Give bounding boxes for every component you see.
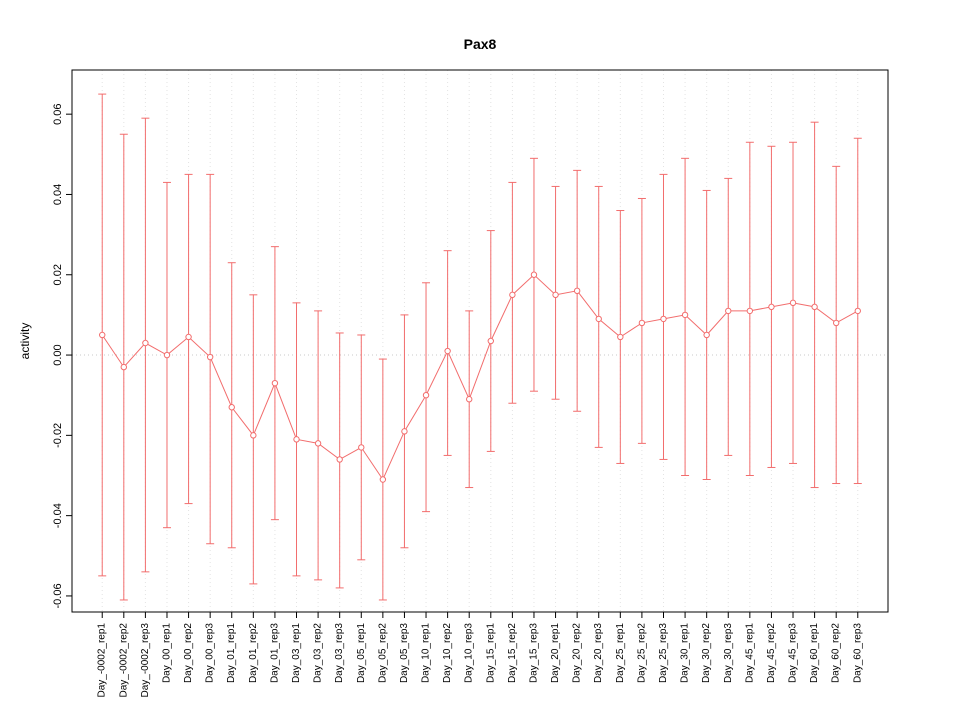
- x-tick-label: Day_-0002_rep1: [97, 623, 108, 698]
- x-tick-label: Day_03_rep2: [313, 623, 324, 683]
- data-point: [768, 303, 775, 311]
- data-point: [358, 444, 365, 451]
- x-tick-label: Day_00_rep2: [183, 623, 194, 683]
- data-point: [681, 311, 689, 319]
- chart-title: Pax8: [463, 36, 497, 52]
- x-tick-label: Day_45_rep2: [766, 623, 777, 683]
- x-tick-label: Day_05_rep1: [356, 623, 367, 683]
- data-point: [487, 337, 494, 345]
- x-tick-label: Day_-0002_rep3: [140, 623, 151, 698]
- data-point: [206, 353, 214, 361]
- x-tick-label: Day_05_rep3: [399, 623, 410, 683]
- data-point: [444, 347, 451, 355]
- x-tick-label: Day_01_rep1: [226, 623, 237, 683]
- x-tick-label: Day_03_rep3: [334, 623, 345, 683]
- x-tick-label: Day_45_rep3: [788, 623, 799, 683]
- data-point: [422, 392, 430, 399]
- data-point: [638, 319, 646, 327]
- data-point: [163, 351, 171, 359]
- x-tick-label: Day_60_rep1: [809, 623, 820, 683]
- x-tick-label: Day_45_rep1: [744, 623, 755, 683]
- x-tick-label: Day_30_rep3: [723, 623, 734, 683]
- data-point: [336, 456, 343, 463]
- data-point: [660, 315, 667, 323]
- data-point: [617, 333, 624, 341]
- x-tick-label: Day_15_rep1: [485, 623, 496, 683]
- x-tick-label: Day_20_rep3: [593, 623, 604, 683]
- data-point: [573, 287, 581, 295]
- x-tick-label: Day_00_rep3: [205, 623, 216, 683]
- data-point: [379, 476, 387, 483]
- y-tick-label: -0.04: [52, 503, 64, 528]
- x-tick-label: Day_10_rep1: [421, 623, 432, 683]
- data-point: [293, 436, 300, 443]
- x-tick-label: Day_10_rep3: [464, 623, 475, 683]
- y-tick-label: 0.04: [52, 184, 64, 205]
- data-point: [530, 271, 538, 278]
- x-tick-label: Day_30_rep1: [680, 623, 691, 683]
- data-point: [401, 428, 408, 435]
- data-point: [509, 291, 516, 299]
- data-point: [228, 404, 235, 411]
- plot-border: [71, 69, 889, 613]
- y-tick-label: 0.06: [52, 103, 64, 124]
- data-point: [120, 363, 128, 371]
- y-tick-label: 0.00: [52, 344, 64, 365]
- x-tick-label: Day_01_rep3: [269, 623, 280, 683]
- x-tick-label: Day_05_rep2: [377, 623, 388, 683]
- data-point: [725, 307, 732, 315]
- x-tick-label: Day_20_rep1: [550, 623, 561, 683]
- data-point: [250, 432, 257, 439]
- x-tick-label: Day_25_rep1: [615, 623, 626, 683]
- x-tick-label: Day_30_rep2: [701, 623, 712, 683]
- x-tick-label: Day_-0002_rep2: [118, 623, 129, 698]
- x-tick-label: Day_60_rep2: [831, 623, 842, 683]
- data-point: [271, 379, 279, 387]
- data-point: [854, 307, 861, 315]
- x-tick-label: Day_15_rep2: [507, 623, 518, 683]
- x-tick-label: Day_03_rep1: [291, 623, 302, 683]
- data-point: [703, 331, 710, 339]
- x-tick-label: Day_00_rep1: [161, 623, 172, 683]
- data-point: [789, 299, 797, 307]
- series-line: [101, 274, 859, 481]
- data-point: [466, 396, 473, 403]
- x-tick-label: Day_25_rep3: [658, 623, 669, 683]
- data-point: [595, 315, 602, 323]
- data-point: [142, 339, 149, 347]
- y-tick-label: -0.02: [52, 423, 64, 448]
- x-tick-label: Day_15_rep3: [528, 623, 539, 683]
- y-tick-label: -0.06: [52, 583, 64, 608]
- x-tick-label: Day_20_rep2: [572, 623, 583, 683]
- data-point: [811, 303, 818, 311]
- x-tick-label: Day_25_rep2: [636, 623, 647, 683]
- data-point: [746, 307, 754, 315]
- x-tick-label: Day_01_rep2: [248, 623, 259, 683]
- data-point: [185, 333, 192, 341]
- data-point: [552, 291, 559, 299]
- data-point: [99, 331, 106, 339]
- x-tick-label: Day_60_rep3: [852, 623, 863, 683]
- x-tick-label: Day_10_rep2: [442, 623, 453, 683]
- data-point: [832, 319, 840, 327]
- y-tick-label: 0.02: [52, 264, 64, 285]
- data-point: [314, 440, 322, 447]
